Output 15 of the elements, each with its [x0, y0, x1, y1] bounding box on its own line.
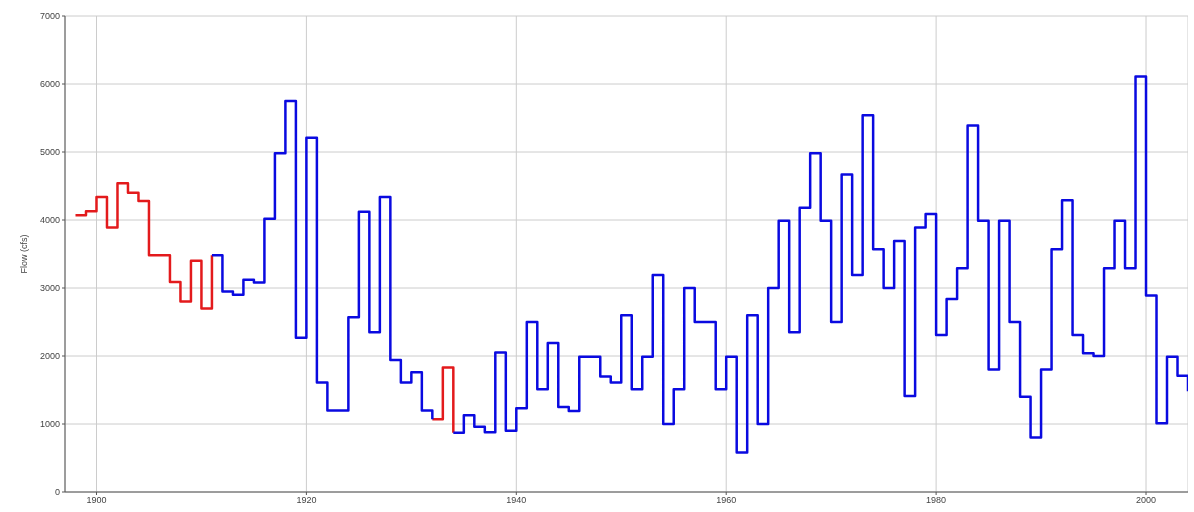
x-tick-label: 1920: [296, 495, 317, 506]
y-tick-label: 6000: [39, 79, 60, 90]
x-tick-label: 1980: [926, 495, 947, 506]
y-tick-label: 5000: [39, 147, 60, 158]
y-tick-label: 0: [54, 487, 60, 498]
x-tick-label: 1960: [716, 495, 737, 506]
y-tick-label: 2000: [39, 351, 60, 362]
x-tick-label: 1900: [86, 495, 107, 506]
y-tick-label: 1000: [39, 419, 60, 430]
x-tick-label: 1940: [506, 495, 527, 506]
y-axis-title: Flow (cfs): [19, 234, 30, 274]
y-tick-label: 7000: [39, 11, 60, 22]
y-tick-label: 3000: [39, 283, 60, 294]
x-tick-label: 2000: [1136, 495, 1157, 506]
y-tick-label: 4000: [39, 215, 60, 226]
